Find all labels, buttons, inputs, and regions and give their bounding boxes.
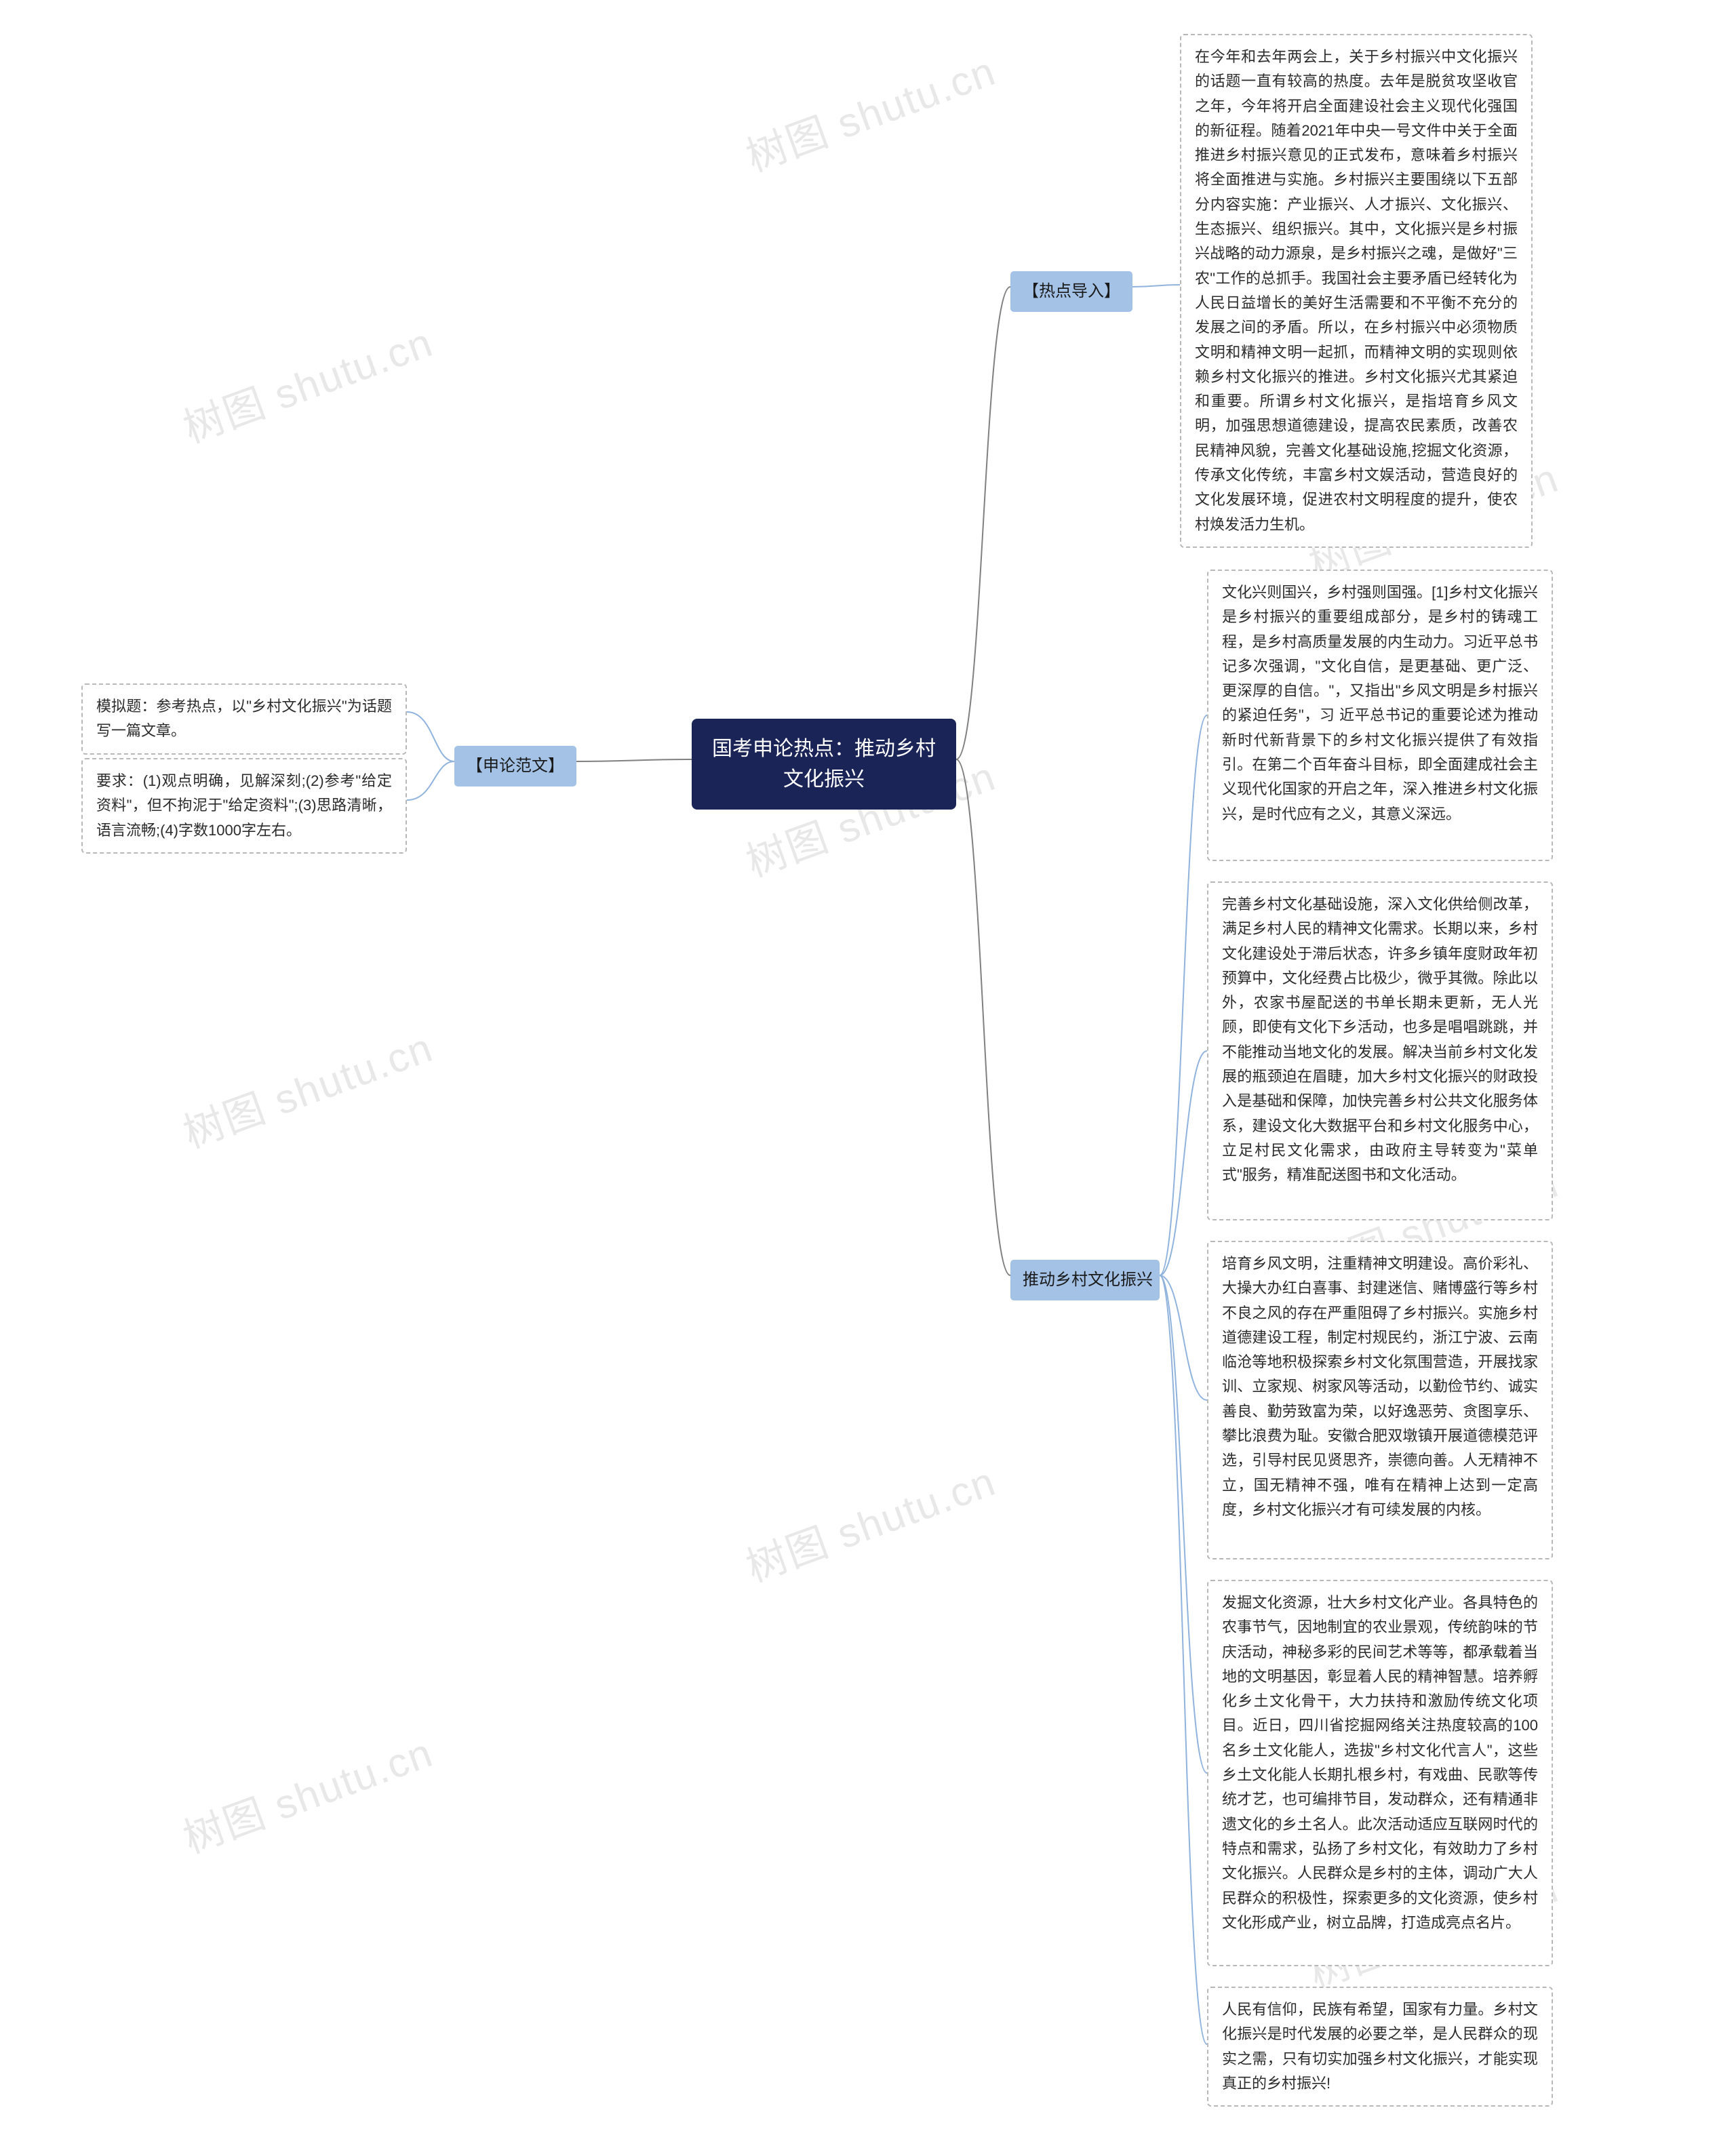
leaf-mock-question[interactable]: 模拟题：参考热点，以"乡村文化振兴"为话题 写一篇文章。 [81,683,407,755]
leaf-text: 发掘文化资源，壮大乡村文化产业。各具特色的农事节气，因地制宜的农业景观，传统韵味… [1222,1594,1538,1931]
watermark: 树图 shutu.cn [174,310,440,455]
root-line2: 文化振兴 [709,764,939,795]
leaf-text: 在今年和去年两会上，关于乡村振兴中文化振兴的话题一直有较高的热度。去年是脱贫攻坚… [1195,48,1518,533]
watermark: 树图 shutu.cn [737,1449,1003,1594]
leaf-para-4[interactable]: 发掘文化资源，壮大乡村文化产业。各具特色的农事节气，因地制宜的农业景观，传统韵味… [1207,1580,1553,1966]
leaf-para-2[interactable]: 完善乡村文化基础设施，深入文化供给侧改革，满足乡村人民的精神文化需求。长期以来，… [1207,881,1553,1220]
root-line1: 国考申论热点：推动乡村 [709,734,939,764]
branch-essay-sample[interactable]: 【申论范文】 [454,746,576,787]
leaf-text: 要求：(1)观点明确，见解深刻;(2)参考"给定资料"，但不拘泥于"给定资料";… [96,772,392,839]
leaf-hot-intro-body[interactable]: 在今年和去年两会上，关于乡村振兴中文化振兴的话题一直有较高的热度。去年是脱贫攻坚… [1180,34,1533,548]
watermark: 树图 shutu.cn [737,39,1003,184]
watermark: 树图 shutu.cn [174,1015,440,1160]
leaf-para-5[interactable]: 人民有信仰，民族有希望，国家有力量。乡村文化振兴是时代发展的必要之举，是人民群众… [1207,1987,1553,2107]
leaf-text: 培育乡风文明，注重精神文明建设。高价彩礼、大操大办红白喜事、封建迷信、赌博盛行等… [1222,1255,1538,1518]
branch-label: 推动乡村文化振兴 [1023,1271,1153,1289]
leaf-text: 完善乡村文化基础设施，深入文化供给侧改革，满足乡村人民的精神文化需求。长期以来，… [1222,896,1538,1183]
leaf-para-1[interactable]: 文化兴则国兴，乡村强则国强。[1]乡村文化振兴是乡村振兴的重要组成部分，是乡村的… [1207,570,1553,861]
watermark: 树图 shutu.cn [174,1720,440,1865]
branch-hot-intro[interactable]: 【热点导入】 [1010,271,1132,312]
branch-promote-culture[interactable]: 推动乡村文化振兴 [1010,1260,1160,1300]
root-node[interactable]: 国考申论热点：推动乡村 文化振兴 [692,719,956,810]
mindmap-canvas: 树图 shutu.cn 树图 shutu.cn 树图 shutu.cn 树图 shut… [0,0,1736,2129]
branch-label: 【申论范文】 [467,757,564,775]
leaf-requirements[interactable]: 要求：(1)观点明确，见解深刻;(2)参考"给定资料"，但不拘泥于"给定资料";… [81,758,407,854]
leaf-text: 人民有信仰，民族有希望，国家有力量。乡村文化振兴是时代发展的必要之举，是人民群众… [1222,2001,1538,2092]
branch-label: 【热点导入】 [1023,282,1120,300]
leaf-text: 模拟题：参考热点，以"乡村文化振兴"为话题 写一篇文章。 [96,698,392,739]
leaf-text: 文化兴则国兴，乡村强则国强。[1]乡村文化振兴是乡村振兴的重要组成部分，是乡村的… [1222,584,1538,822]
leaf-para-3[interactable]: 培育乡风文明，注重精神文明建设。高价彩礼、大操大办红白喜事、封建迷信、赌博盛行等… [1207,1241,1553,1559]
